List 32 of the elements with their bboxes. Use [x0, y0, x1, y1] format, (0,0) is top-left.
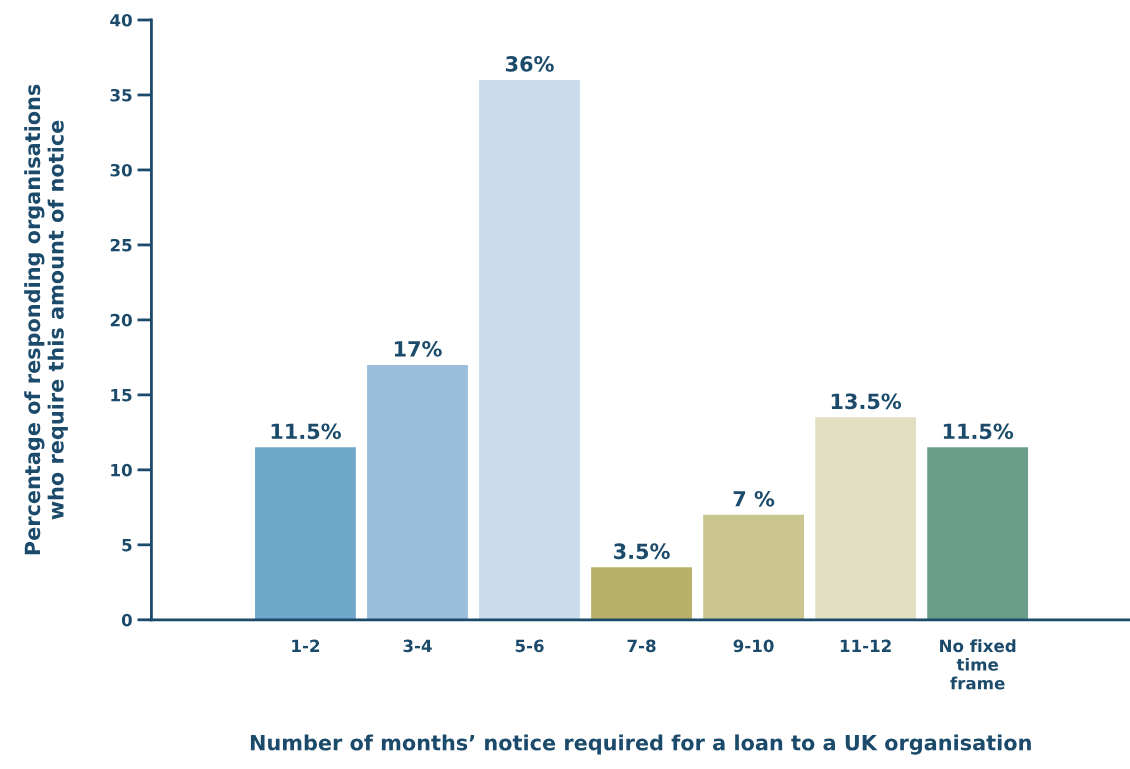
bar	[479, 79, 580, 620]
y-axis-title: Percentage of responding organisations who require this amount of notice	[24, 84, 68, 555]
y-tick-label: 30	[110, 163, 132, 177]
x-tick-label: 1-2	[292, 639, 320, 652]
bar	[703, 514, 804, 620]
data-label: 36%	[505, 56, 554, 72]
bar	[255, 447, 356, 620]
data-label: 11.5%	[943, 423, 1014, 440]
y-tick-label: 20	[110, 313, 132, 327]
x-tick-label: 9-10	[733, 639, 774, 653]
y-tick-label: 15	[111, 389, 132, 402]
y-tick-label: 10	[111, 463, 132, 477]
x-tick-label: 11-12	[840, 639, 891, 652]
x-tick-label: 5-6	[515, 639, 544, 653]
y-tick-label: 25	[110, 238, 132, 252]
data-label: 13.5%	[831, 393, 902, 410]
y-tick-label: 0	[121, 613, 132, 627]
y-tick-label: 5	[122, 539, 132, 552]
bar	[367, 364, 468, 620]
x-tick-label: No fixed time frame	[940, 639, 1016, 690]
bar	[927, 447, 1029, 620]
data-label: 7 %	[733, 490, 775, 507]
x-tick-label: 3-4	[403, 639, 432, 653]
data-label: 3.5%	[614, 543, 670, 560]
x-axis-title: Number of months’ notice required for a loan to a UK organisation	[250, 734, 1031, 755]
data-label: 17%	[394, 340, 442, 357]
y-tick-label: 40	[110, 13, 132, 27]
bar	[815, 417, 917, 620]
data-label: 11.5%	[271, 423, 341, 440]
bar	[591, 567, 692, 620]
y-tick-label: 35	[110, 88, 132, 102]
x-tick-label: 7-8	[627, 639, 656, 653]
